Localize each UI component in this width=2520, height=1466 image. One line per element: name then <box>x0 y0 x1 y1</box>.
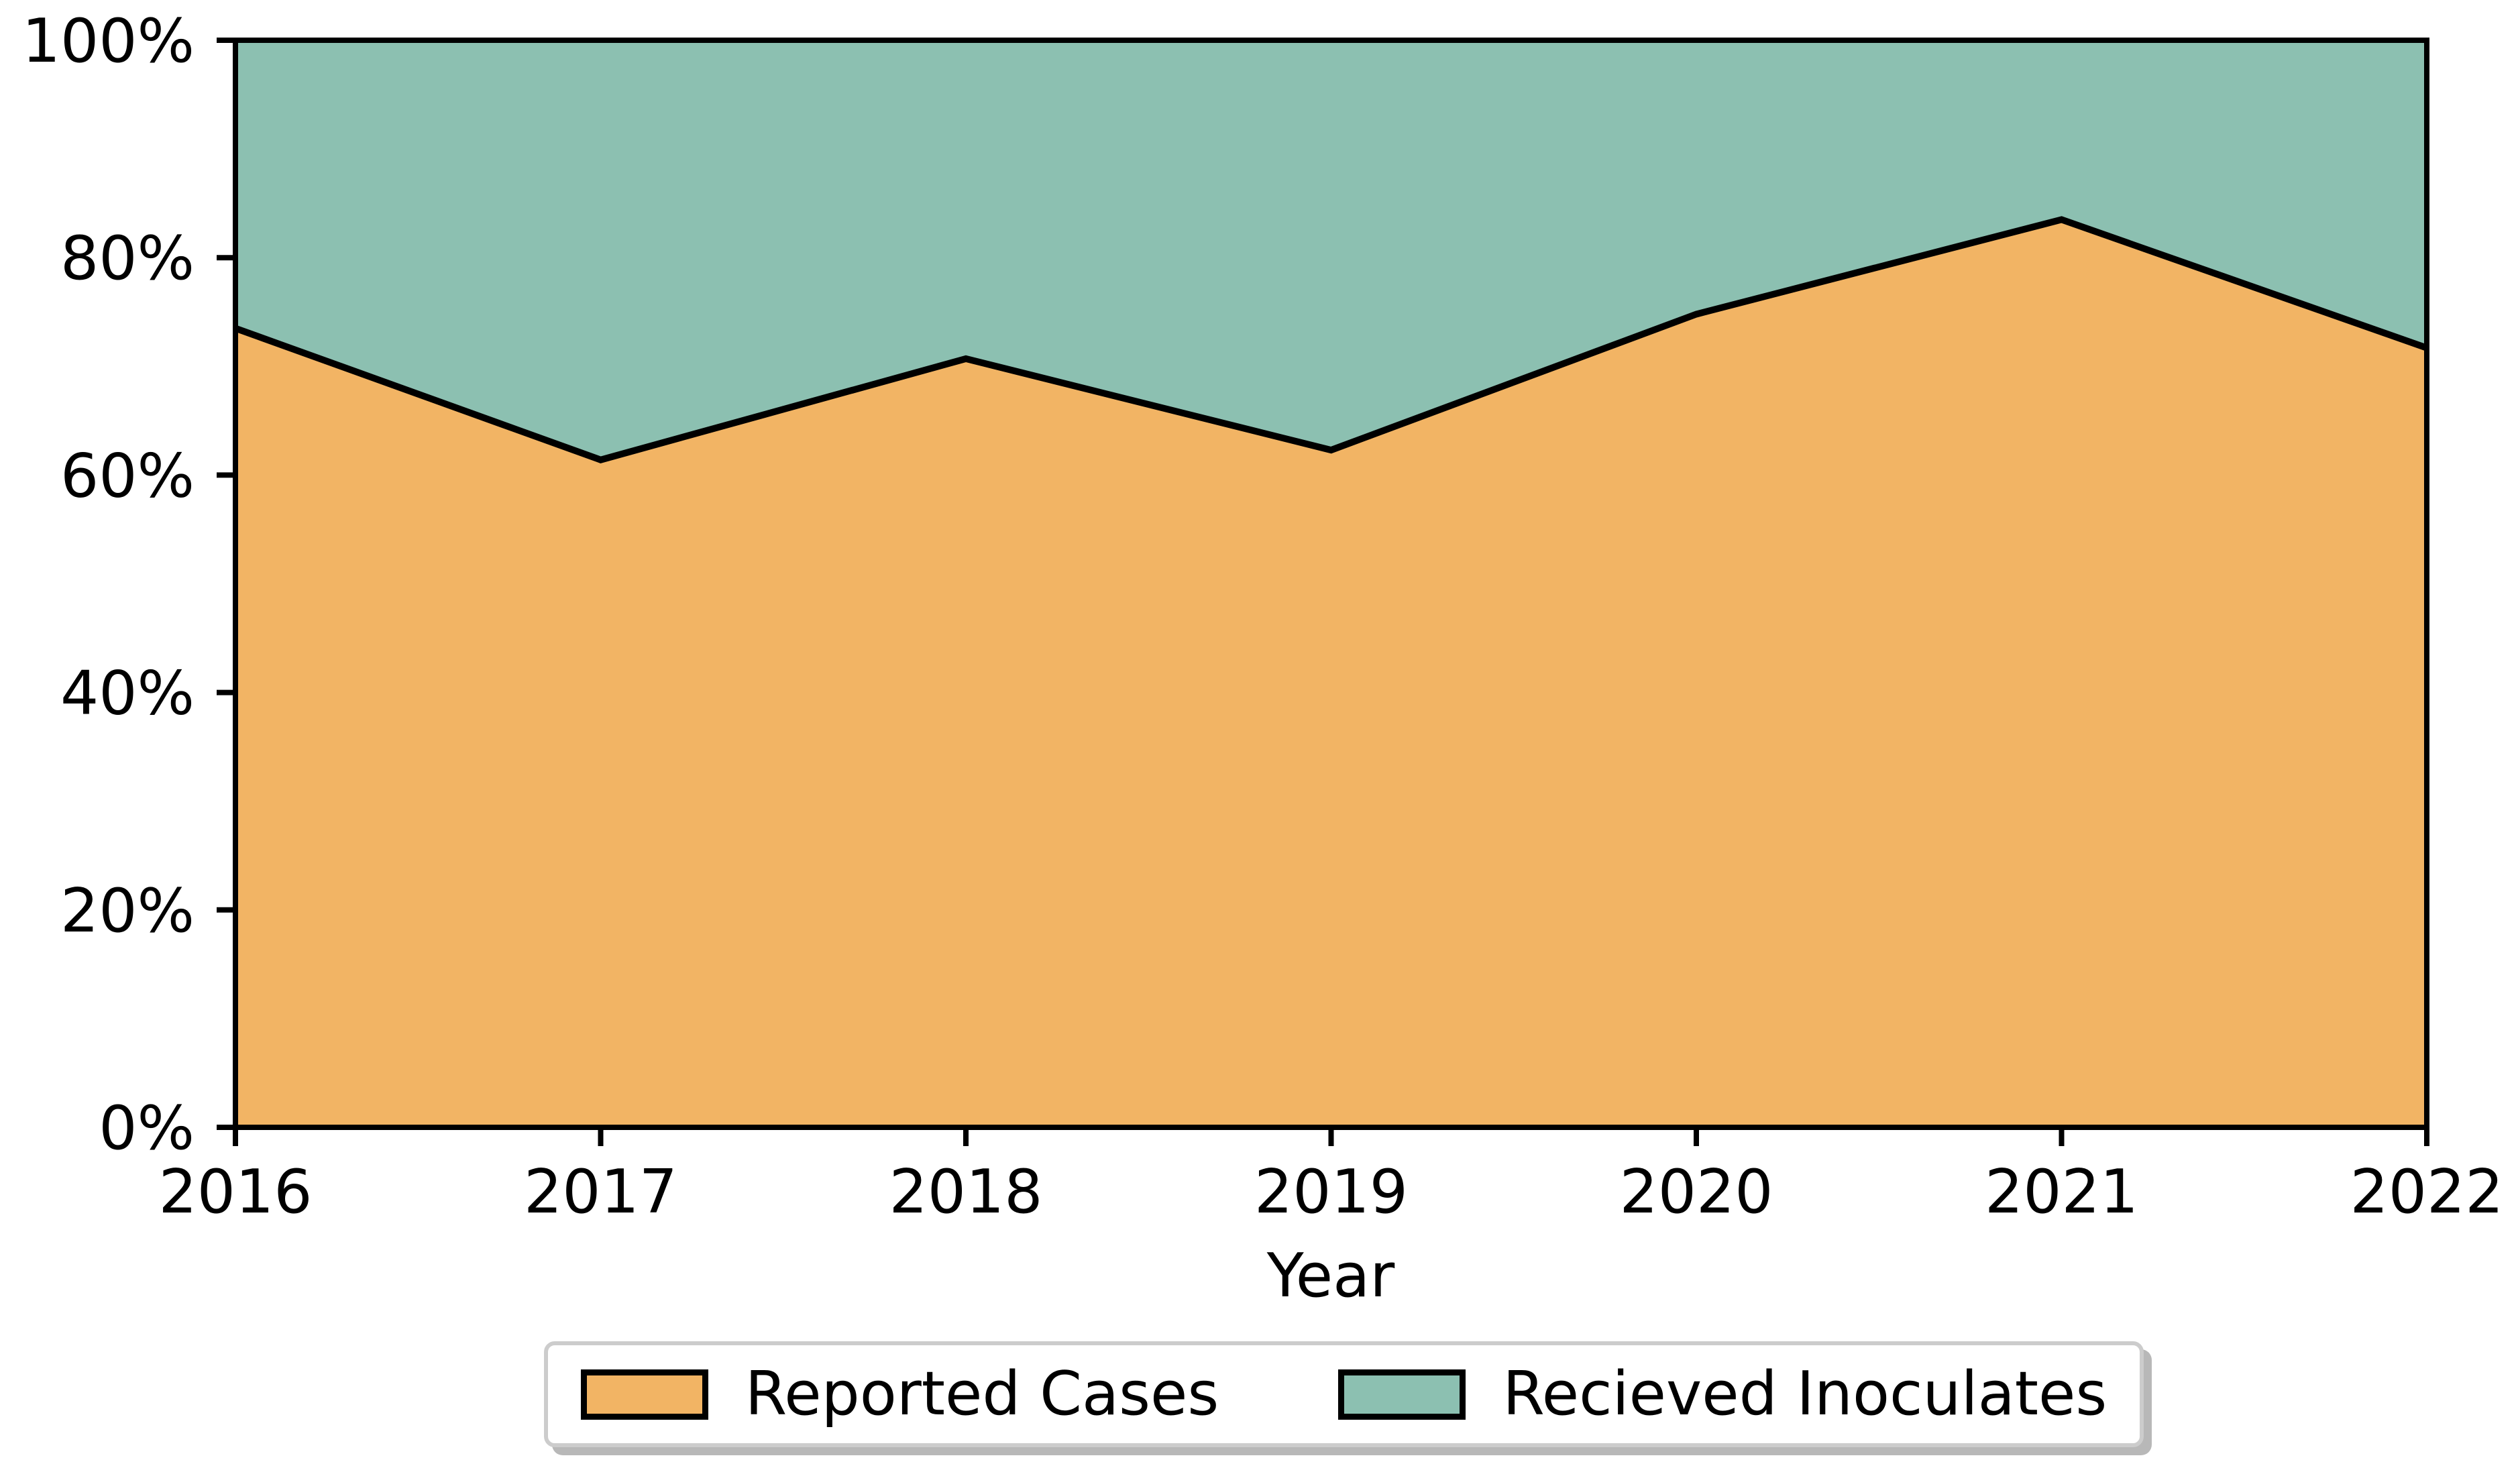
y-tick-label-80%: 80% <box>60 223 195 294</box>
x-tick-label-2019: 2019 <box>1254 1157 1408 1227</box>
legend-swatch-reported-cases <box>580 1369 708 1420</box>
x-axis-title: Year <box>1266 1241 1395 1311</box>
legend-item-recieved-inoculates: Recieved Inoculates <box>1338 1364 2107 1424</box>
y-tick-label-20%: 20% <box>60 876 195 946</box>
x-tick-label-2020: 2020 <box>1619 1157 1773 1227</box>
y-tick-label-40%: 40% <box>60 659 195 729</box>
legend-label-reported-cases: Reported Cases <box>745 1359 1219 1429</box>
area-reported-cases <box>235 219 2427 1128</box>
y-tick-label-100%: 100% <box>22 6 195 76</box>
y-axis-ticks <box>217 38 235 1130</box>
legend-item-reported-cases: Reported Cases <box>580 1359 1219 1429</box>
x-tick-label-2022: 2022 <box>2350 1157 2503 1227</box>
series-boundary-line <box>234 216 2428 463</box>
y-tick-label-0%: 0% <box>99 1093 195 1164</box>
x-tick-label-2021: 2021 <box>1985 1157 2138 1227</box>
plot-frame <box>233 38 2429 1130</box>
x-tick-label-2018: 2018 <box>889 1157 1042 1227</box>
legend: Reported Cases Recieved Inoculates <box>544 1341 2144 1447</box>
legend-swatch-recieved-inoculates <box>1338 1369 1466 1420</box>
y-tick-label-60%: 60% <box>60 441 195 511</box>
x-tick-label-2016: 2016 <box>158 1157 312 1227</box>
x-tick-label-2017: 2017 <box>524 1157 677 1227</box>
x-axis-ticks <box>233 1127 2429 1146</box>
legend-label-recieved-inoculates: Recieved Inoculates <box>1502 1359 2107 1429</box>
x-axis-tick-labels: 2016 2017 2018 2019 2020 2021 2022 <box>158 1157 2503 1227</box>
y-axis-tick-labels: 0% 20% 40% 60% 80% 100% <box>22 6 195 1164</box>
